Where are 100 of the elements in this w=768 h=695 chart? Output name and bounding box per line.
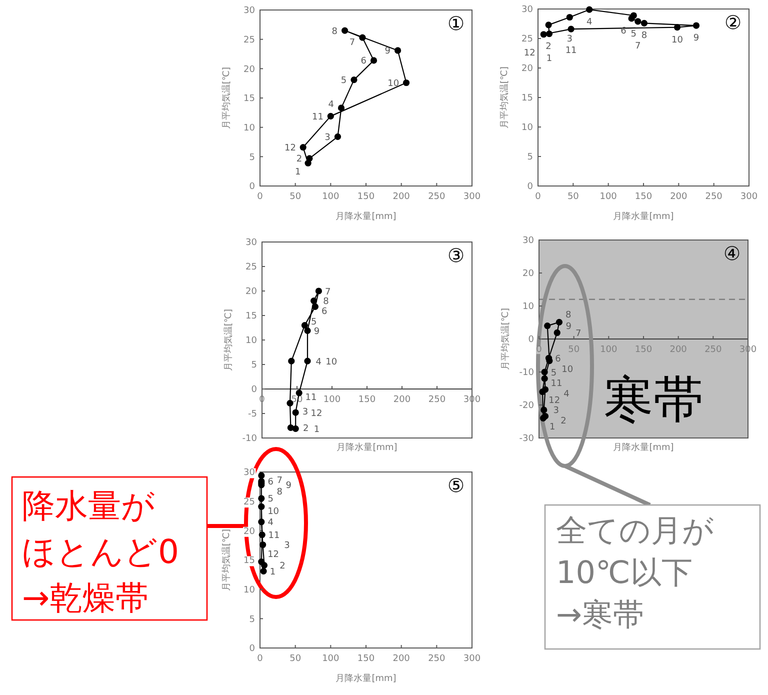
x-axis-title: 月降水量[mm] — [336, 673, 396, 684]
y-tick-label: -30 — [519, 434, 534, 444]
y-tick-label: 30 — [522, 5, 534, 16]
y-tick-label: 25 — [522, 34, 533, 45]
text: ほとんど0 — [22, 532, 179, 571]
x-tick-label: 50 — [568, 345, 580, 355]
y-tick-label: 5 — [249, 614, 255, 625]
annotation: 4 — [586, 18, 592, 28]
annotation: 11 — [312, 112, 324, 122]
annotation: 5 — [340, 76, 347, 86]
y-tick-label: 10 — [244, 124, 256, 134]
x-axis-title: 月降水量[mm] — [336, 442, 398, 453]
y-tick-label: 0 — [528, 335, 534, 346]
y-tick-label: 30 — [244, 6, 256, 16]
y-tick-label: 25 — [246, 262, 257, 273]
annotation: 10 — [562, 365, 574, 376]
annotation: 11 — [565, 46, 577, 56]
text: 降水量が — [22, 486, 155, 525]
annotation: 3 — [302, 407, 308, 418]
annotation: 10 — [268, 506, 280, 517]
y-tick-label: 10 — [244, 586, 256, 596]
x-tick-label: 300 — [463, 654, 481, 664]
y-axis-title: 月平均気温[℃] — [500, 308, 511, 370]
annotation: 12 — [548, 396, 560, 406]
annotation: 1 — [546, 54, 552, 64]
annotation: 4 — [268, 518, 274, 528]
annotation: 3 — [566, 34, 573, 44]
x-tick-label: 50 — [567, 192, 580, 202]
y-axis-title: 月平均気温[℃] — [221, 528, 232, 592]
x-tick-label: 300 — [740, 192, 758, 202]
annotation: 7 — [349, 38, 356, 48]
annotation: 4 — [316, 357, 322, 368]
y-tick-label: 5 — [249, 152, 255, 163]
y-tick-label: -10 — [519, 368, 534, 378]
annotation: 12 — [284, 144, 296, 154]
annotation: 6 — [360, 56, 367, 67]
x-axis-title: 月降水量[mm] — [613, 442, 674, 453]
annotation: 8 — [332, 26, 338, 37]
y-tick-label: 0 — [249, 182, 256, 192]
y-tick-label: -5 — [248, 410, 257, 420]
annotation: 6 — [555, 354, 562, 364]
y-tick-label: 15 — [244, 556, 255, 566]
x-tick-label: 150 — [358, 395, 376, 405]
y-tick-label: 0 — [527, 182, 534, 192]
x-tick-label: 150 — [634, 192, 652, 202]
y-tick-label: 10 — [522, 123, 534, 134]
chart-title: ⑤ — [447, 475, 465, 497]
annotation: 8 — [566, 310, 572, 320]
annotation: 5 — [311, 318, 317, 328]
annotation: 1 — [294, 167, 301, 178]
annotation: 5 — [630, 29, 637, 40]
y-tick-label: 20 — [244, 526, 256, 537]
annotation: 1 — [270, 567, 276, 578]
annotation: 2 — [560, 416, 566, 426]
annotation: 12 — [268, 550, 280, 560]
annotation: 2 — [546, 42, 552, 52]
annotation: 3 — [553, 406, 559, 416]
annotation: 11 — [268, 531, 280, 542]
x-tick-label: 150 — [634, 345, 652, 355]
annotation: 2 — [296, 154, 302, 165]
annotation: 10 — [326, 357, 338, 368]
text: →乾燥帯 — [22, 578, 149, 617]
x-tick-label: 100 — [322, 654, 340, 664]
x-tick-label: 200 — [392, 192, 410, 202]
annotation: 10 — [672, 35, 684, 46]
y-tick-label: 30 — [244, 468, 256, 478]
x-tick-label: 250 — [705, 192, 723, 202]
x-tick-label: 250 — [428, 395, 446, 405]
y-tick-label: 20 — [246, 287, 258, 298]
text: 10℃以下 — [556, 555, 692, 591]
y-axis-title: 月平均気温[℃] — [221, 66, 232, 130]
x-tick-label: 50 — [290, 654, 302, 664]
annotation: 10 — [388, 78, 400, 89]
annotation: 8 — [641, 31, 648, 42]
chart-title: ④ — [723, 243, 741, 265]
x-tick-label: 0 — [535, 192, 542, 202]
y-tick-label: 30 — [522, 236, 534, 246]
x-tick-label: 50 — [290, 192, 302, 202]
x-tick-label: 250 — [704, 345, 722, 355]
annotation: 11 — [305, 393, 317, 404]
x-axis-title: 月降水量[mm] — [613, 211, 674, 222]
annotation: 12 — [310, 408, 322, 419]
y-tick-label: 30 — [246, 238, 258, 248]
annotation: 2 — [280, 562, 286, 572]
y-axis-title: 月平均気温[℃] — [499, 66, 510, 129]
annotation: 6 — [322, 306, 328, 317]
annotation: 4 — [328, 100, 334, 110]
y-axis-title: 月平均気温[℃] — [223, 308, 234, 372]
y-tick-label: 20 — [522, 269, 534, 280]
x-tick-label: 200 — [670, 192, 688, 202]
annotation: 5 — [550, 368, 557, 378]
x-tick-label: 150 — [357, 192, 375, 202]
x-tick-label: 100 — [600, 192, 618, 202]
x-tick-label: 250 — [428, 654, 446, 664]
x-tick-label: 0 — [536, 345, 542, 355]
annotation: 7 — [325, 287, 331, 298]
y-tick-label: 0 — [249, 644, 256, 654]
annotation: 8 — [276, 487, 283, 498]
text: →寒帯 — [556, 597, 644, 633]
annotation: 3 — [284, 540, 290, 551]
